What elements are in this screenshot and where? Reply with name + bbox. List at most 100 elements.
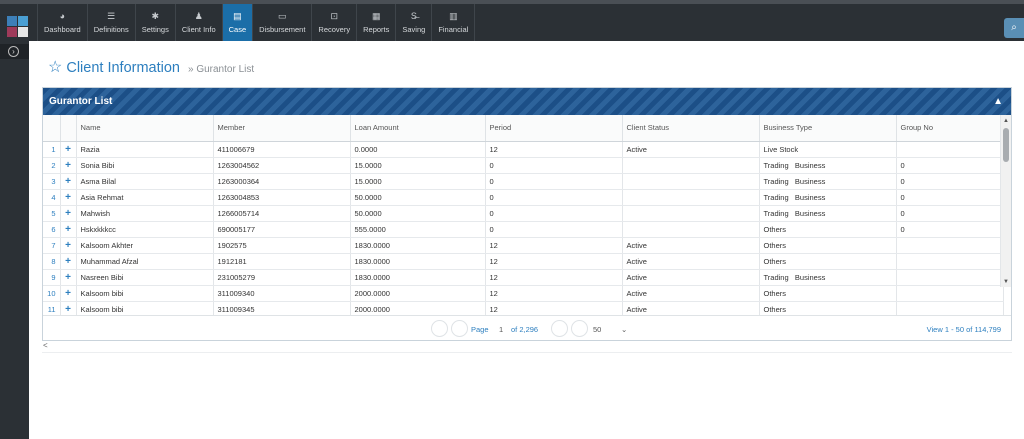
col-header-member[interactable]: Member: [213, 115, 351, 142]
prev-page-button[interactable]: [451, 320, 468, 337]
table-row[interactable]: 1 + Razia 411006679 0.0000 12 Active Live Stock: [43, 141, 1004, 158]
nav-item-reports[interactable]: ▦ Reports: [357, 4, 397, 41]
table-row[interactable]: 6 + Hskxkkkcc 690005177 555.0000 0 Others 0: [43, 221, 1004, 238]
table-row[interactable]: 9 + Nasreen Bibi 231005279 1830.0000 12 Active…: [43, 269, 1004, 286]
cell-name: Kalsoom bibi: [76, 285, 214, 302]
nav-item-label: Saving: [402, 25, 426, 34]
page-total: of 2,296: [511, 325, 539, 334]
col-header-loan-amount[interactable]: Loan Amount: [350, 115, 486, 142]
cell-loan-amount: 15.0000: [350, 173, 486, 190]
cell-name: Muhammad Afzal: [76, 253, 214, 270]
last-page-button[interactable]: [571, 320, 588, 337]
horizontal-scrollbar[interactable]: <: [42, 341, 1012, 353]
chevron-down-icon[interactable]: ⌄: [621, 325, 628, 334]
expand-icon[interactable]: +: [60, 157, 77, 174]
expand-icon[interactable]: +: [60, 269, 77, 286]
nav-item-financial[interactable]: ▥ Financial: [432, 4, 476, 41]
star-icon[interactable]: ☆: [48, 59, 63, 76]
cell-period: 0: [485, 189, 623, 206]
row-number: 6: [43, 221, 61, 238]
scrollbar-thumb[interactable]: [1003, 128, 1009, 162]
cell-loan-amount: 0.0000: [350, 141, 486, 158]
nav-item-label: Case: [228, 25, 247, 34]
table-row[interactable]: 3 + Asma Bilal 1263000364 15.0000 0 Trading Bu…: [43, 173, 1004, 190]
table-row[interactable]: 11 + Kalsoom bibi 311009345 2000.0000 12 Activ…: [43, 301, 1004, 315]
cell-business-type: Others: [759, 301, 897, 315]
cell-group-no: 0: [896, 157, 1004, 174]
nav-item-label: Disbursement: [259, 25, 306, 34]
cell-name: Sonia Bibi: [76, 157, 214, 174]
col-header-period[interactable]: Period: [485, 115, 623, 142]
breadcrumb[interactable]: » Gurantor List: [187, 64, 255, 75]
col-header-group-no[interactable]: Group No: [896, 115, 1004, 142]
page-size-select[interactable]: 50: [593, 325, 602, 334]
cell-business-type: Trading Business: [759, 189, 897, 206]
cell-client-status: Active: [622, 269, 760, 286]
gurantor-list-panel: Gurantor List ▲ Name Member Loan Amount …: [42, 87, 1012, 341]
cell-name: Mahwish: [76, 205, 214, 222]
expand-icon[interactable]: +: [60, 301, 77, 315]
expand-icon[interactable]: +: [60, 253, 77, 270]
collapse-icon[interactable]: ▲: [993, 96, 1003, 107]
page-input[interactable]: 1: [499, 325, 504, 334]
first-page-button[interactable]: [431, 320, 448, 337]
panel-header: Gurantor List ▲: [43, 88, 1011, 115]
expand-header: [60, 115, 77, 142]
cell-client-status: Active: [622, 301, 760, 315]
cell-group-no: [896, 141, 1004, 158]
table-row[interactable]: 7 + Kalsoom Akhter 1902575 1830.0000 12 Active…: [43, 237, 1004, 254]
expand-icon[interactable]: +: [60, 141, 77, 158]
cell-member: 1912181: [213, 253, 351, 270]
nav-item-dashboard[interactable]: ◕ Dashboard: [37, 4, 88, 41]
expand-icon[interactable]: +: [60, 189, 77, 206]
nav-item-saving[interactable]: S̶ Saving: [396, 4, 433, 41]
col-header-business-type[interactable]: Business Type: [759, 115, 897, 142]
expand-icon[interactable]: +: [60, 237, 77, 254]
row-number: 2: [43, 157, 61, 174]
chevron-right-icon: ›: [8, 46, 19, 57]
col-header-name[interactable]: Name: [76, 115, 214, 142]
nav-item-client-info[interactable]: ♟ Client Info: [176, 4, 223, 41]
cell-group-no: [896, 269, 1004, 286]
nav-item-label: Reports: [363, 25, 390, 34]
cell-period: 12: [485, 269, 623, 286]
scroll-up-icon[interactable]: ▲: [1003, 118, 1009, 124]
sidebar-toggle-button[interactable]: ›: [0, 44, 29, 59]
nav-item-recovery[interactable]: ⊡ Recovery: [312, 4, 358, 41]
cell-business-type: Trading Business: [759, 173, 897, 190]
nav-item-case[interactable]: ▤ Case: [222, 4, 254, 41]
nav-item-label: Settings: [141, 25, 169, 34]
cell-period: 0: [485, 173, 623, 190]
cell-member: 311009340: [213, 285, 351, 302]
table-row[interactable]: 10 + Kalsoom bibi 311009340 2000.0000 12 Activ…: [43, 285, 1004, 302]
cell-period: 0: [485, 157, 623, 174]
expand-icon[interactable]: +: [60, 205, 77, 222]
cell-client-status: Active: [622, 285, 760, 302]
next-page-button[interactable]: [551, 320, 568, 337]
table-row[interactable]: 2 + Sonia Bibi 1263004562 15.0000 0 Trading Bu…: [43, 157, 1004, 174]
cell-name: Hskxkkkcc: [76, 221, 214, 238]
cell-loan-amount: 555.0000: [350, 221, 486, 238]
table-row[interactable]: 8 + Muhammad Afzal 1912181 1830.0000 12 Active…: [43, 253, 1004, 270]
cell-period: 0: [485, 205, 623, 222]
cell-name: Asma Bilal: [76, 173, 214, 190]
view-info: View 1 - 50 of 114,799: [926, 325, 1001, 334]
table-row[interactable]: 4 + Asia Rehmat 1263004853 50.0000 0 Trading B…: [43, 189, 1004, 206]
table-row[interactable]: 5 + Mahwish 1266005714 50.0000 0 Trading Busin…: [43, 205, 1004, 222]
expand-icon[interactable]: +: [60, 285, 77, 302]
vertical-scrollbar[interactable]: ▲ ▼: [1000, 115, 1011, 287]
expand-icon[interactable]: +: [60, 221, 77, 238]
search-button[interactable]: ⌕: [1004, 18, 1024, 38]
scroll-left-icon[interactable]: <: [43, 341, 48, 350]
expand-icon[interactable]: +: [60, 173, 77, 190]
cell-loan-amount: 1830.0000: [350, 269, 486, 286]
col-header-client-status[interactable]: Client Status: [622, 115, 760, 142]
grid-icon: ▦: [371, 11, 381, 21]
scroll-down-icon[interactable]: ▼: [1003, 279, 1009, 285]
nav-item-settings[interactable]: ✱ Settings: [136, 4, 176, 41]
nav-item-definitions[interactable]: ☰ Definitions: [88, 4, 136, 41]
nav-item-disbursement[interactable]: ▭ Disbursement: [253, 4, 313, 41]
cell-client-status: [622, 189, 760, 206]
row-number: 9: [43, 269, 61, 286]
app-logo[interactable]: [7, 16, 29, 38]
